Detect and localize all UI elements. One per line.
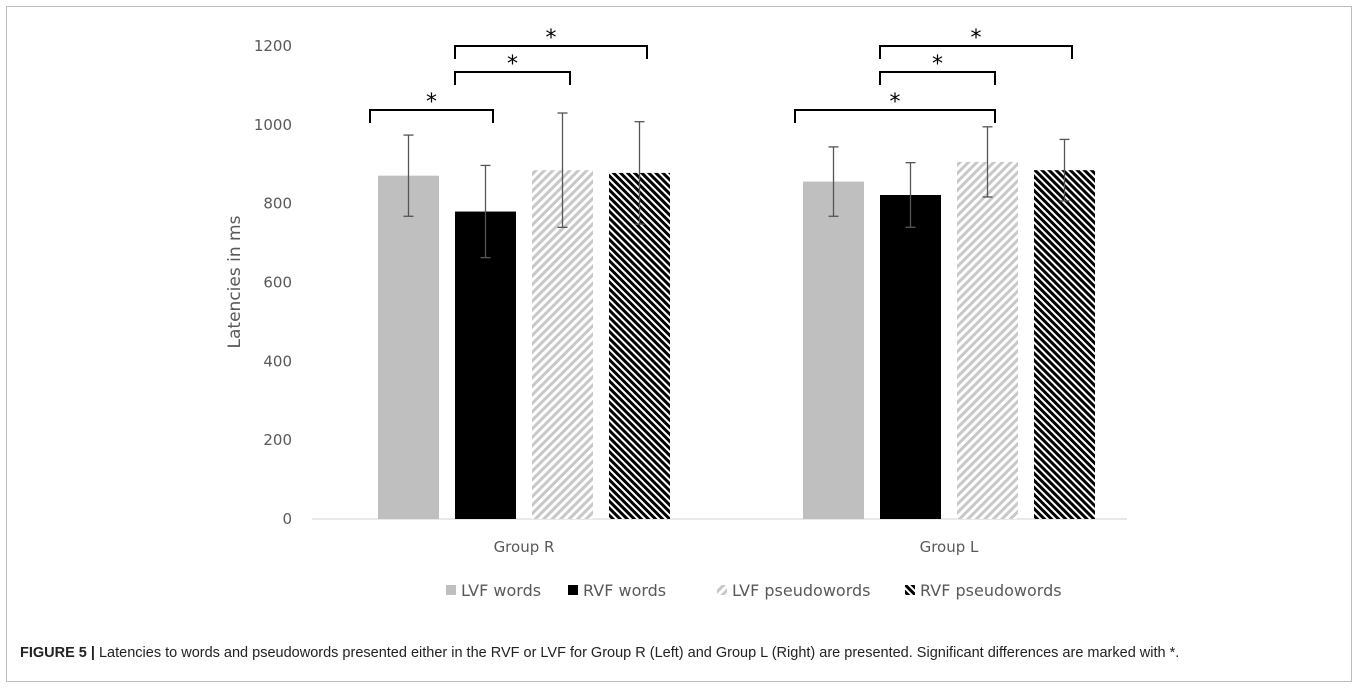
significance-star: * [971,26,982,51]
y-axis-title: Latencies in ms [225,215,245,348]
caption-label: FIGURE 5 | [20,645,95,661]
legend-swatch [568,585,578,595]
legend-swatch [717,585,727,595]
legend-swatch [905,585,915,595]
significance-star: * [890,90,901,115]
significance-star: * [426,90,437,115]
legend-swatch [446,585,456,595]
category-label: Group R [494,538,555,556]
y-tick-label: 200 [263,431,292,449]
legend: LVF words RVF words LVF pseudowords RVF pse… [446,581,1062,600]
significance-star: * [932,52,943,77]
legend-label: LVF pseudowords [732,581,870,600]
significance-bracket [369,109,494,123]
bar [803,181,864,520]
y-tick-label: 1200 [254,37,292,55]
error-bars-layer [403,112,1070,259]
figure-frame [6,6,1352,682]
legend-label: RVF words [583,581,666,600]
bar [378,175,439,519]
significance-bracket [794,109,996,123]
legend-label: RVF pseudowords [920,581,1062,600]
significance-bracket [879,45,1073,59]
bar [1034,170,1095,519]
bar [609,172,670,519]
y-tick-label: 1000 [254,116,292,134]
category-label: Group L [920,538,979,556]
caption-text: Latencies to words and pseudowords prese… [94,645,1180,661]
significance-bracket [879,71,996,85]
y-axis: 0 200 400 600 800 1000 1200 [254,37,292,528]
y-tick-label: 800 [263,195,292,213]
significance-bracket [454,45,648,59]
bar [455,211,516,520]
category-labels: Group R Group L [494,538,979,556]
bars-layer [378,161,1095,520]
legend-label: LVF words [461,581,541,600]
bar [957,161,1018,519]
bar [532,170,593,519]
bar [880,194,941,519]
significance-layer: * * * * * * [369,26,1073,123]
figure-caption: FIGURE 5 | Latencies to words and pseudo… [20,643,1345,663]
significance-bracket [454,71,571,85]
y-tick-label: 600 [263,274,292,292]
y-tick-label: 0 [282,510,292,528]
significance-star: * [507,52,518,77]
significance-star: * [546,26,557,51]
y-tick-label: 400 [263,352,292,370]
